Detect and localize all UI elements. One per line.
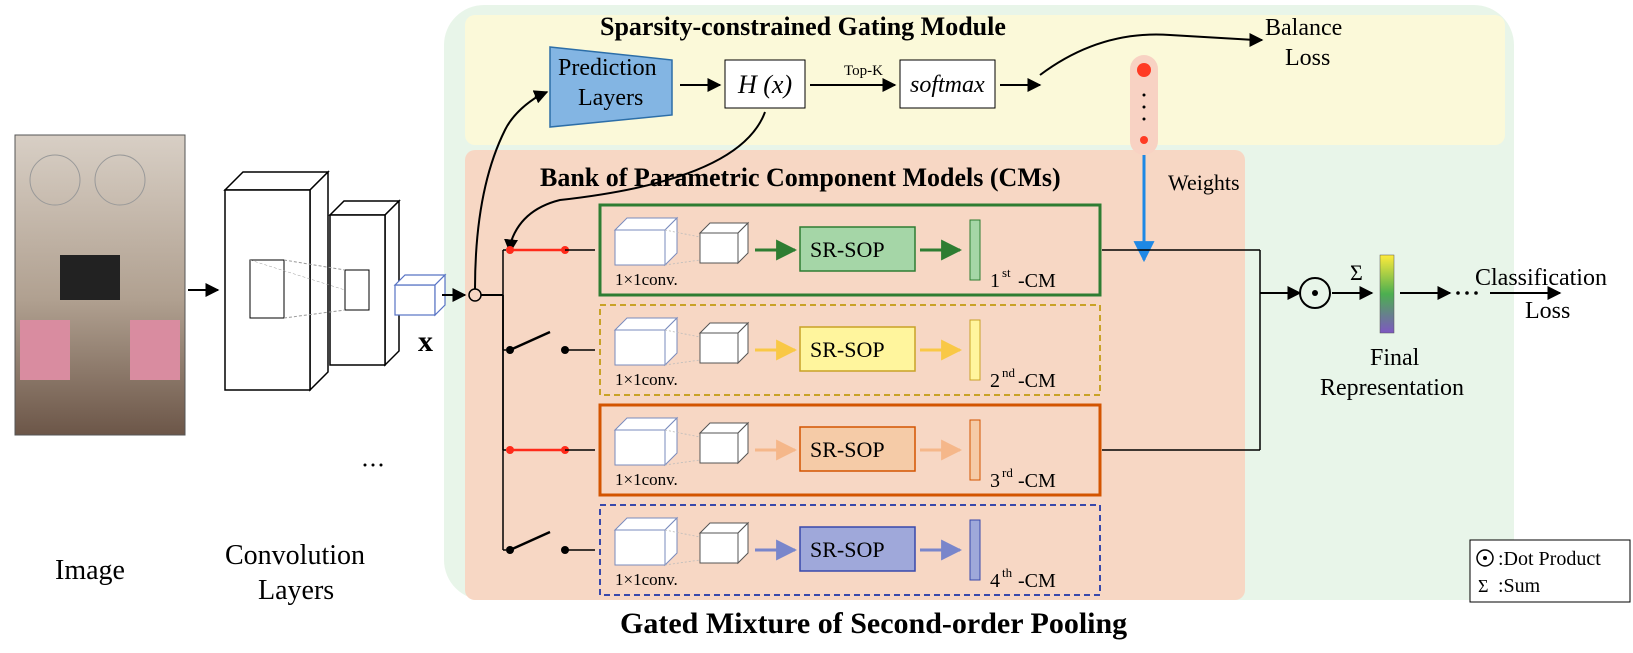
svg-text:1×1conv.: 1×1conv. xyxy=(615,370,678,389)
weights-label: Weights xyxy=(1168,170,1240,196)
svg-text:1×1conv.: 1×1conv. xyxy=(615,570,678,589)
legend-sum: :Sum xyxy=(1498,575,1540,598)
svg-text:1: 1 xyxy=(990,270,1000,292)
final-2: Representation xyxy=(1320,375,1464,402)
balance-1: Balance xyxy=(1265,15,1342,42)
svg-text:SR-SOP: SR-SOP xyxy=(810,437,885,462)
main-title: Gated Mixture of Second-order Pooling xyxy=(620,607,1127,641)
svg-text:-CM: -CM xyxy=(1018,570,1056,592)
final-1: Final xyxy=(1370,345,1419,372)
svg-text:-CM: -CM xyxy=(1018,470,1056,492)
svg-text:SR-SOP: SR-SOP xyxy=(810,237,885,262)
svg-text:4: 4 xyxy=(990,570,1000,592)
softmax-label: softmax xyxy=(910,72,985,99)
h-of-x: H (x) xyxy=(738,70,792,100)
svg-text:SR-SOP: SR-SOP xyxy=(810,537,885,562)
svg-text:-CM: -CM xyxy=(1018,370,1056,392)
svg-text:-CM: -CM xyxy=(1018,270,1056,292)
svg-text:Σ: Σ xyxy=(1478,576,1488,596)
pred-layers-2: Layers xyxy=(578,85,643,112)
gate-title: Sparsity-constrained Gating Module xyxy=(600,12,1006,42)
svg-text:st: st xyxy=(1002,265,1011,280)
x-label: x xyxy=(418,325,433,359)
svg-text:th: th xyxy=(1002,565,1013,580)
bank-title: Bank of Parametric Component Models (CMs… xyxy=(540,163,1061,193)
svg-text:rd: rd xyxy=(1002,465,1013,480)
svg-text:nd: nd xyxy=(1002,365,1016,380)
svg-text:3: 3 xyxy=(990,470,1000,492)
conv-layers-label-1: Convolution xyxy=(225,540,365,572)
balance-2: Loss xyxy=(1285,45,1330,72)
class-1: Classification xyxy=(1475,265,1607,292)
image-label: Image xyxy=(55,555,125,587)
svg-text:1×1conv.: 1×1conv. xyxy=(615,270,678,289)
legend-dot: :Dot Product xyxy=(1498,548,1601,571)
conv-layers-label-2: Layers xyxy=(258,575,334,607)
svg-text:SR-SOP: SR-SOP xyxy=(810,337,885,362)
sigma-label: Σ xyxy=(1350,260,1363,286)
pred-layers-1: Prediction xyxy=(558,55,657,82)
svg-text:1×1conv.: 1×1conv. xyxy=(615,470,678,489)
class-2: Loss xyxy=(1525,298,1570,325)
svg-text:2: 2 xyxy=(990,370,1000,392)
topk-label: Top-K xyxy=(844,63,883,80)
